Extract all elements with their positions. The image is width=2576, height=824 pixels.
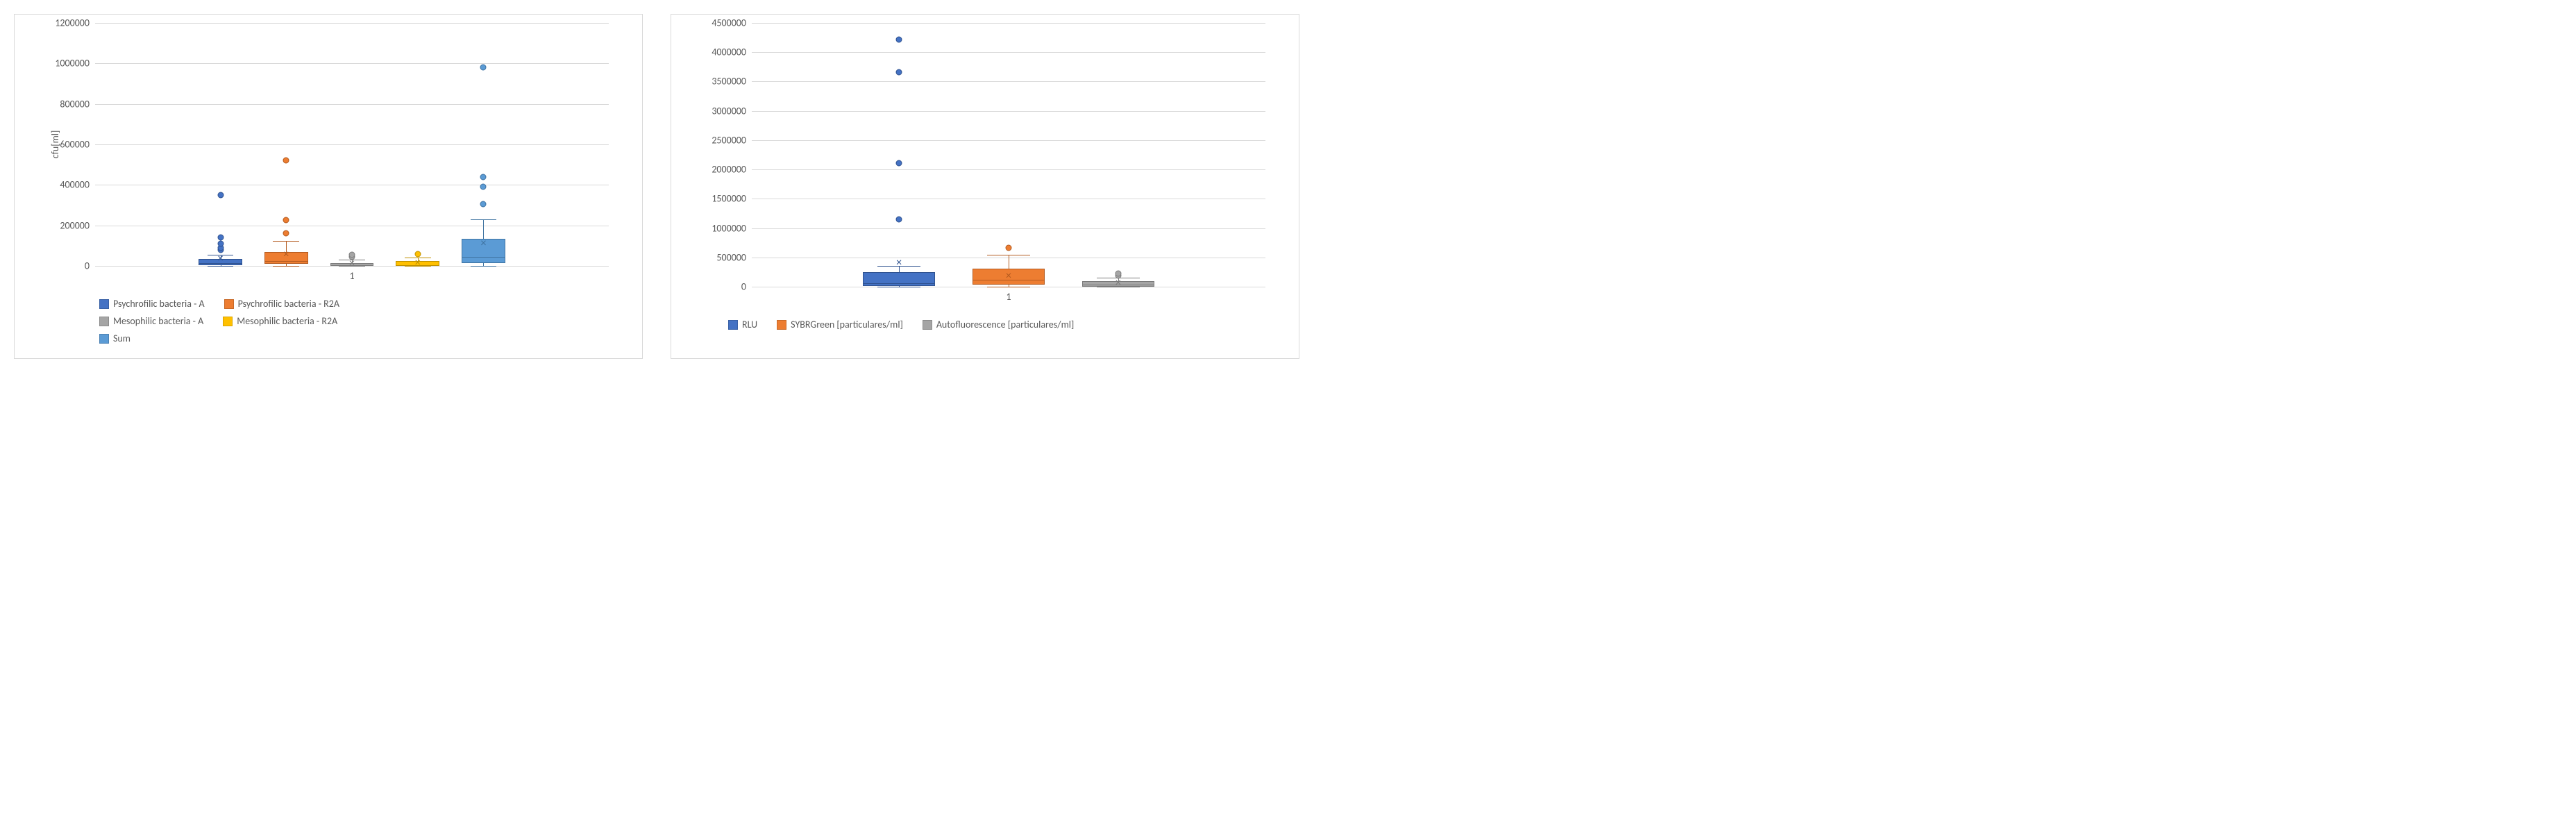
y-tick-label: 1200000 xyxy=(55,17,95,29)
gridline xyxy=(95,63,609,64)
right-chart-panel: × × × 0 500000 1000000 1500000 2000000 2500000 30… xyxy=(671,14,1299,359)
box-median xyxy=(462,257,505,258)
legend-swatch xyxy=(224,299,234,309)
legend-swatch xyxy=(777,320,786,330)
box-outlier xyxy=(217,235,224,241)
box-mean-marker: × xyxy=(896,258,902,269)
left-plot-area: ××××× xyxy=(95,23,609,266)
legend-swatch xyxy=(223,317,233,326)
box-outlier xyxy=(896,69,902,75)
box-mean-marker: × xyxy=(283,249,289,260)
gridline xyxy=(752,81,1265,82)
legend-label: Psychrofilic bacteria - A xyxy=(113,298,205,310)
legend-label: Psychrofilic bacteria - R2A xyxy=(238,298,339,310)
gridline xyxy=(752,52,1265,53)
gridline xyxy=(752,228,1265,229)
x-tick-label: 1 xyxy=(349,266,354,282)
left-chart-panel: ×××××02000004000006000008000001000000120… xyxy=(14,14,643,359)
legend-item: RLU xyxy=(728,319,757,330)
box-outlier xyxy=(480,65,487,71)
x-tick-label: 1 xyxy=(1006,287,1011,303)
box-outlier xyxy=(896,37,902,43)
box-outlier xyxy=(480,201,487,208)
box-outlier xyxy=(414,251,421,258)
legend-label: SYBRGreen [particulares/ml] xyxy=(791,319,903,330)
gridline xyxy=(752,23,1265,24)
gridline xyxy=(752,140,1265,141)
y-tick-label: 3000000 xyxy=(712,105,752,117)
box-outlier xyxy=(1115,271,1121,277)
legend-label: Mesophilic bacteria - A xyxy=(113,315,203,327)
legend-swatch xyxy=(728,320,738,330)
box-whisker-cap xyxy=(208,266,234,267)
right-plot-area: × × × xyxy=(752,23,1265,287)
box-median xyxy=(863,283,935,284)
legend: RLU SYBRGreen [particulares/ml] Autofluore… xyxy=(728,319,1290,336)
legend-swatch xyxy=(99,334,109,344)
y-tick-label: 1000000 xyxy=(712,222,752,234)
box-whisker-cap xyxy=(273,241,299,242)
box-outlier xyxy=(896,160,902,166)
y-tick-label: 2000000 xyxy=(712,164,752,176)
y-tick-label: 500000 xyxy=(716,251,752,263)
box-outlier xyxy=(1006,245,1012,251)
legend-item: Sum xyxy=(99,333,131,344)
legend-swatch xyxy=(923,320,932,330)
gridline xyxy=(752,169,1265,170)
box-whisker xyxy=(483,219,484,239)
y-tick-label: 4000000 xyxy=(712,47,752,58)
gridline xyxy=(95,23,609,24)
legend-item: Mesophilic bacteria - R2A xyxy=(223,315,337,327)
y-tick-label: 200000 xyxy=(60,219,95,231)
legend-item: Mesophilic bacteria - A xyxy=(99,315,203,327)
box-outlier xyxy=(217,192,224,198)
legend-item: Autofluorescence [particulares/ml] xyxy=(923,319,1074,330)
box-whisker-cap xyxy=(471,266,497,267)
box-outlier xyxy=(217,240,224,246)
y-tick-label: 800000 xyxy=(60,98,95,110)
y-axis-label: cfu[ml] xyxy=(49,131,61,159)
y-tick-label: 400000 xyxy=(60,179,95,191)
gridline xyxy=(95,144,609,145)
box-outlier xyxy=(283,230,289,237)
box-outlier xyxy=(480,174,487,180)
legend-item: SYBRGreen [particulares/ml] xyxy=(777,319,903,330)
box-whisker-cap xyxy=(471,219,497,220)
legend-item: Psychrofilic bacteria - R2A xyxy=(224,298,339,310)
box-mean-marker: × xyxy=(1006,271,1011,282)
gridline xyxy=(95,104,609,105)
y-tick-label: 2500000 xyxy=(712,134,752,146)
y-tick-label: 600000 xyxy=(60,139,95,151)
box-mean-marker: × xyxy=(218,253,224,264)
legend-item: Psychrofilic bacteria - A xyxy=(99,298,205,310)
legend-label: Autofluorescence [particulares/ml] xyxy=(936,319,1074,330)
legend-label: Sum xyxy=(113,333,131,344)
legend-label: RLU xyxy=(742,319,757,330)
box-outlier xyxy=(896,216,902,222)
y-tick-label: 3500000 xyxy=(712,76,752,87)
box-whisker-cap xyxy=(273,266,299,267)
box-outlier xyxy=(480,184,487,190)
y-tick-label: 4500000 xyxy=(712,17,752,29)
box-mean-marker: × xyxy=(1116,278,1121,289)
legend-swatch xyxy=(99,299,109,309)
box-mean-marker: × xyxy=(480,238,486,249)
y-tick-label: 1000000 xyxy=(55,58,95,69)
legend-label: Mesophilic bacteria - R2A xyxy=(237,315,337,327)
y-tick-label: 0 xyxy=(85,260,95,272)
legend-swatch xyxy=(99,317,109,326)
box-mean-marker: × xyxy=(415,258,421,269)
legend: Psychrofilic bacteria - A Psychrofilic ba… xyxy=(99,298,634,350)
box-outlier xyxy=(283,158,289,164)
box-outlier xyxy=(283,217,289,224)
gridline xyxy=(752,111,1265,112)
box-outlier xyxy=(349,251,355,258)
y-tick-label: 1500000 xyxy=(712,193,752,205)
y-tick-label: 0 xyxy=(741,281,752,293)
